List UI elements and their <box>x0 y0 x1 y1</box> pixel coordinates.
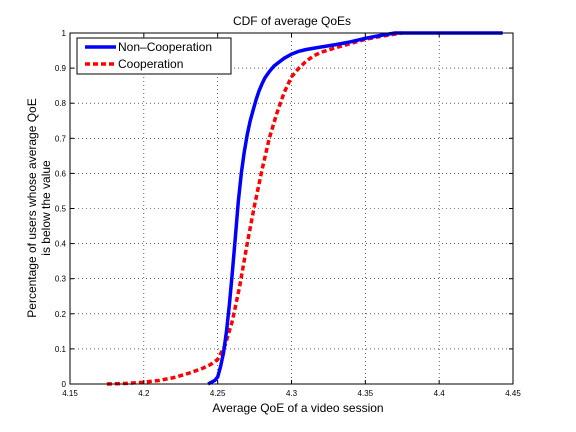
x-tick-label: 4.15 <box>62 389 78 398</box>
y-tick-label: 0.1 <box>55 345 67 354</box>
y-tick-label: 0.8 <box>55 99 67 108</box>
legend-label-non-cooperation: Non–Cooperation <box>118 40 212 54</box>
y-axis-label: Percentage of users whose average QoE is… <box>25 98 53 317</box>
legend-box <box>76 37 232 75</box>
y-tick-label: 0.7 <box>55 134 67 143</box>
y-tick-label: 0.2 <box>55 310 67 319</box>
y-tick-label: 0.5 <box>55 205 67 214</box>
axis-ticks <box>69 32 514 385</box>
grid-lines <box>70 33 513 384</box>
x-tick-labels: 4.15 4.2 4.25 4.3 4.35 4.4 4.45 <box>62 389 521 398</box>
y-axis-label-line-1: Percentage of users whose average QoE <box>25 98 39 317</box>
x-tick-label: 4.45 <box>505 389 521 398</box>
legend-label-cooperation: Cooperation <box>118 57 183 71</box>
y-tick-label: 0.9 <box>55 64 67 73</box>
y-tick-label: 0.6 <box>55 169 67 178</box>
x-tick-label: 4.4 <box>434 389 446 398</box>
y-tick-label: 0.4 <box>55 240 67 249</box>
y-tick-label: 0 <box>62 380 67 389</box>
series-line-non-cooperation <box>207 31 503 386</box>
x-tick-label: 4.25 <box>210 389 226 398</box>
y-tick-label: 0.3 <box>55 275 67 284</box>
y-axis-label-line-2: is below the value <box>39 160 53 256</box>
y-tick-label: 1 <box>62 29 67 38</box>
x-axis-label: Average QoE of a video session <box>212 401 383 415</box>
series-line-cooperation <box>106 31 403 386</box>
y-tick-labels: 0 0.1 0.2 0.3 0.4 0.5 0.6 0.7 0.8 0.9 1 <box>55 29 67 389</box>
chart-title: CDF of average QoEs <box>233 14 351 28</box>
x-tick-label: 4.35 <box>358 389 374 398</box>
plot-series <box>106 31 503 386</box>
x-tick-label: 4.2 <box>138 389 150 398</box>
x-tick-label: 4.3 <box>286 389 298 398</box>
legend: Non–Cooperation Cooperation <box>76 37 232 75</box>
